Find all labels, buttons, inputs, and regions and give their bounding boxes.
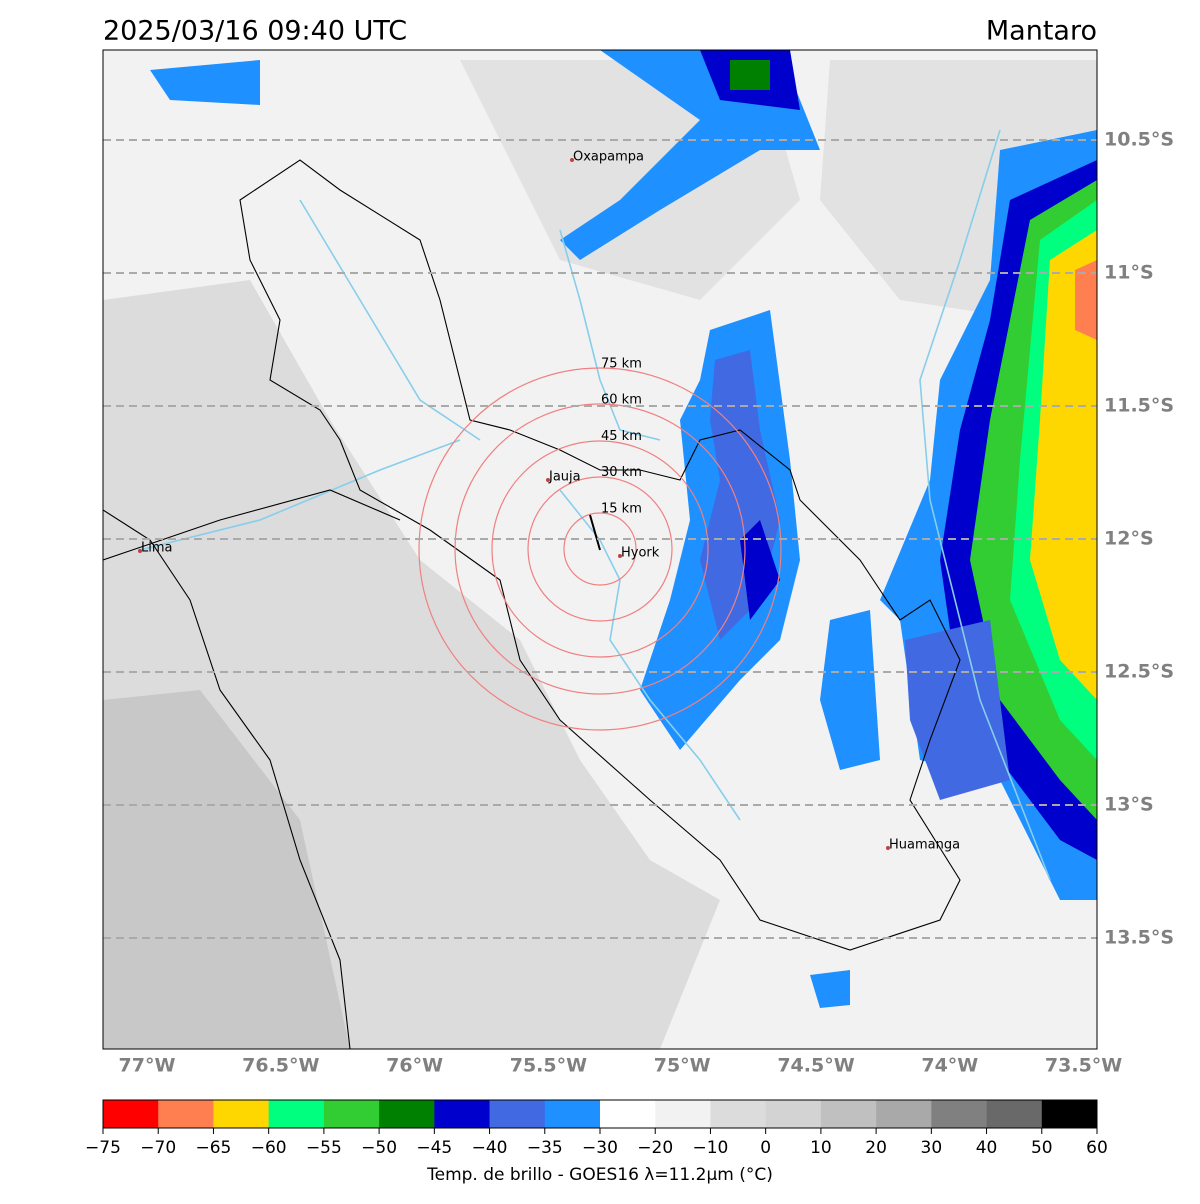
colorbar-tick-label: −40 xyxy=(472,1138,508,1158)
colorbar-segment xyxy=(268,1100,325,1128)
colorbar-tick-label: 50 xyxy=(1031,1138,1053,1158)
range-ring-label: 45 km xyxy=(601,429,642,444)
colorbar-tick-label: 30 xyxy=(921,1138,943,1158)
colorbar-segment xyxy=(489,1100,546,1128)
city-label: Oxapampa xyxy=(573,150,644,165)
latitude-label: 12.5°S xyxy=(1104,661,1174,683)
latitude-label: 13°S xyxy=(1104,794,1154,816)
city-label: Jauja xyxy=(548,470,581,485)
colorbar-caption: Temp. de brillo - GOES16 λ=11.2μm (°C) xyxy=(426,1165,773,1185)
colorbar-tick-label: −70 xyxy=(140,1138,176,1158)
colorbar-tick-label: −30 xyxy=(582,1138,618,1158)
colorbar-segment xyxy=(323,1100,380,1128)
city-label: Lima xyxy=(141,541,172,556)
colorbar-tick-label: −50 xyxy=(361,1138,397,1158)
colorbar-tick-label: −20 xyxy=(637,1138,673,1158)
colorbar-segment xyxy=(931,1100,987,1128)
longitude-label: 73.5°W xyxy=(1045,1055,1122,1077)
longitude-label: 74°W xyxy=(921,1055,978,1077)
colorbar-tick-label: −55 xyxy=(306,1138,342,1158)
range-ring-label: 30 km xyxy=(601,465,642,480)
colorbar-segment xyxy=(710,1100,766,1128)
colorbar-tick-label: −45 xyxy=(416,1138,452,1158)
map-frame xyxy=(102,49,1098,1050)
colorbar-tick-label: −35 xyxy=(527,1138,563,1158)
colorbar-tick-label: −65 xyxy=(195,1138,231,1158)
latitude-label: 10.5°S xyxy=(1104,129,1174,151)
colorbar-tick-label: 0 xyxy=(760,1138,771,1158)
range-ring-label: 75 km xyxy=(601,356,642,371)
range-ring-label: 15 km xyxy=(601,502,642,517)
longitude-label: 74.5°W xyxy=(777,1055,854,1077)
city-marker xyxy=(546,478,550,482)
longitude-label: 75°W xyxy=(654,1055,711,1077)
title: 2025/03/16 09:40 UTC xyxy=(103,16,407,47)
city-marker xyxy=(886,846,890,850)
range-ring-label: 60 km xyxy=(601,393,642,408)
city-label: Huamanga xyxy=(889,838,960,853)
colorbar-segment xyxy=(876,1100,932,1128)
city-marker xyxy=(618,554,622,558)
colorbar-segment xyxy=(765,1100,822,1128)
latitude-label: 11°S xyxy=(1104,262,1154,284)
colorbar-segment xyxy=(1041,1100,1098,1128)
colorbar-segment xyxy=(986,1100,1043,1128)
city-label: Hyork xyxy=(621,546,660,561)
colorbar-tick-label: 60 xyxy=(1086,1138,1108,1158)
colorbar-tick-label: 40 xyxy=(976,1138,998,1158)
latitude-label: 13.5°S xyxy=(1104,927,1174,949)
colorbar-segment xyxy=(434,1100,490,1128)
longitude-label: 76.5°W xyxy=(242,1055,319,1077)
map-imagery xyxy=(103,50,1097,1049)
colorbar-tick-label: −60 xyxy=(251,1138,287,1158)
colorbar-segment xyxy=(600,1100,656,1128)
longitude-label: 76°W xyxy=(386,1055,443,1077)
city-marker xyxy=(138,549,142,553)
latitude-label: 12°S xyxy=(1104,528,1154,550)
colorbar-segment xyxy=(820,1100,877,1128)
colorbar-segment xyxy=(158,1100,214,1128)
colorbar-tick-label: −10 xyxy=(692,1138,728,1158)
longitude-label: 77°W xyxy=(119,1055,176,1077)
colorbar-segment xyxy=(379,1100,435,1128)
colorbar-tick-label: 20 xyxy=(865,1138,887,1158)
colorbar-tick-label: 10 xyxy=(810,1138,832,1158)
longitude-label: 75.5°W xyxy=(510,1055,587,1077)
colorbar-segment xyxy=(655,1100,711,1128)
city-marker xyxy=(570,158,574,162)
colorbar-segment xyxy=(103,1100,159,1128)
colorbar-segment xyxy=(213,1100,269,1128)
region: Mantaro xyxy=(986,16,1097,47)
colorbar-tick-label: −75 xyxy=(85,1138,121,1158)
colorbar-segment xyxy=(544,1100,601,1128)
latitude-label: 11.5°S xyxy=(1104,395,1174,417)
